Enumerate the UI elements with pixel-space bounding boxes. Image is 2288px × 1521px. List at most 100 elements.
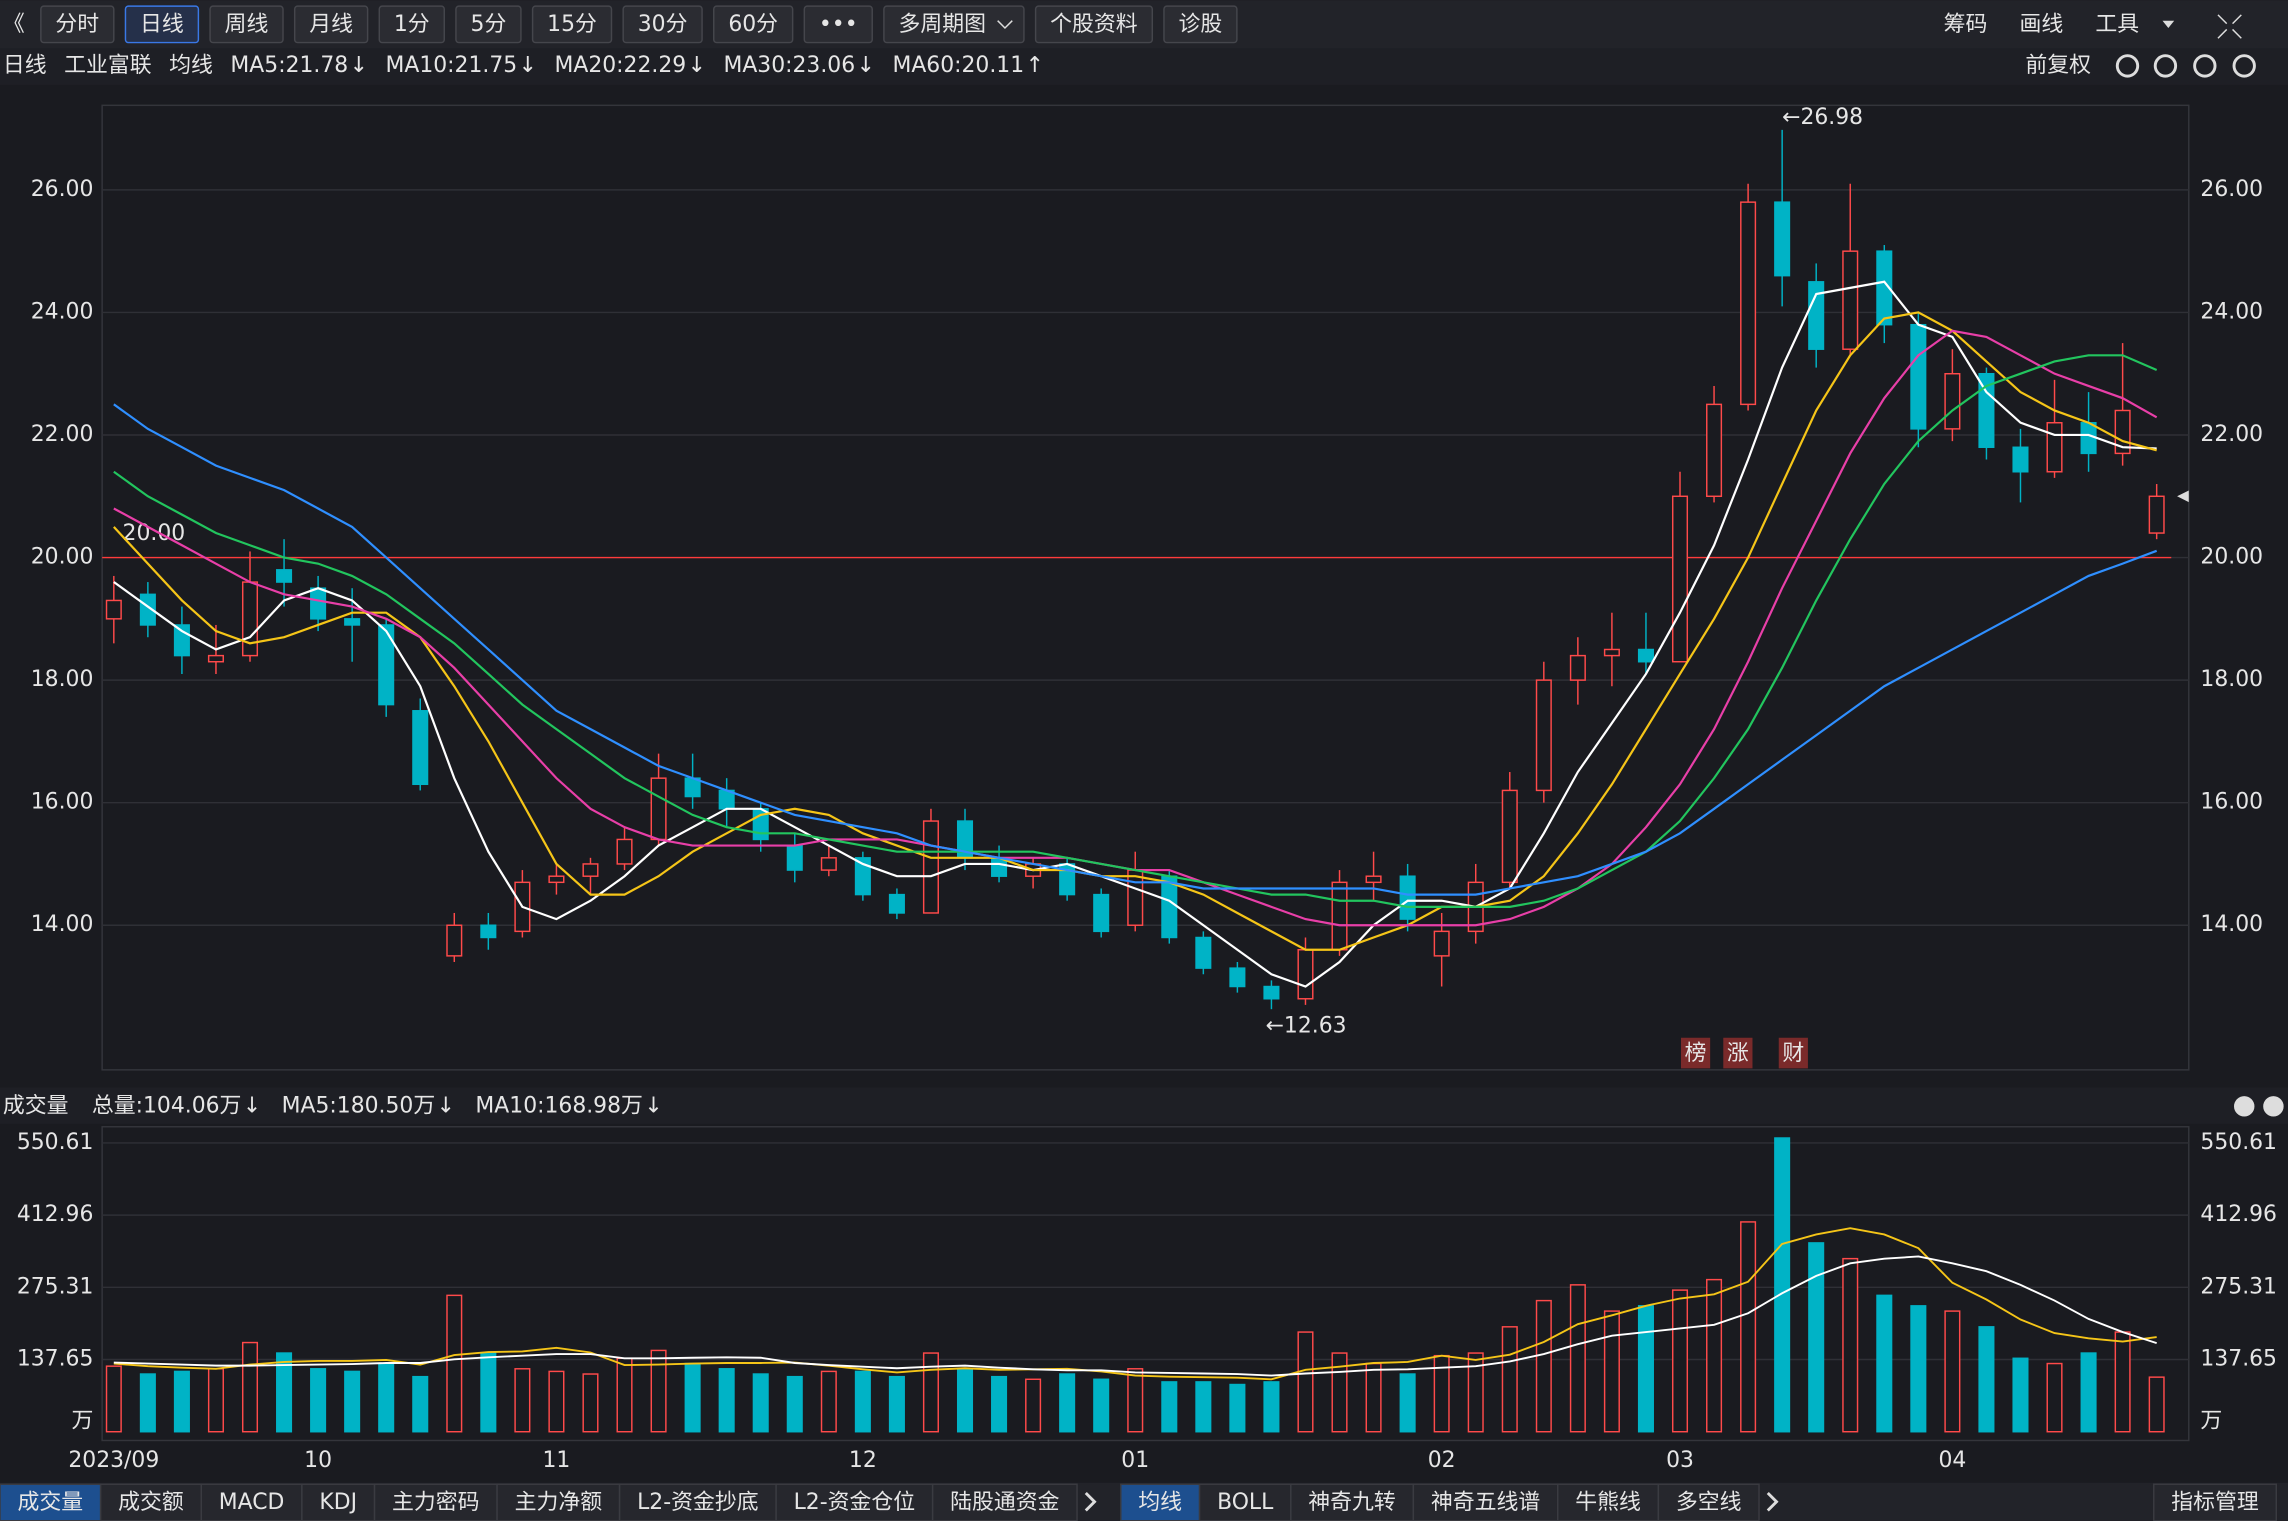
period-button-label[interactable]: 60分 (728, 12, 778, 37)
badge[interactable] (1723, 1037, 1753, 1069)
period-button[interactable] (40, 5, 115, 44)
volume-bar (1501, 1326, 1518, 1433)
overlay-tab[interactable]: 神奇九转 (1308, 1490, 1396, 1515)
period-button-label[interactable]: 诊股 (1179, 12, 1223, 37)
tool-button[interactable]: 筹码 (1944, 12, 1988, 37)
period-button-label[interactable]: ••• (819, 12, 858, 37)
indicator-tab[interactable]: 成交量 (18, 1490, 84, 1515)
back-button[interactable]: 《 (3, 12, 25, 37)
period-button-label[interactable]: 个股资料 (1050, 12, 1138, 37)
period-button[interactable] (531, 5, 613, 44)
badge-label[interactable]: 榜 (1685, 1041, 1707, 1066)
candle-body (480, 924, 497, 939)
period-button-label[interactable]: 分时 (55, 12, 99, 37)
period-button[interactable] (1163, 5, 1238, 44)
x-tick-label: 01 (1121, 1448, 1149, 1473)
period-button[interactable] (378, 5, 445, 44)
indicator-tab-bg[interactable] (618, 1483, 777, 1521)
tool-button[interactable]: 工具 (2095, 12, 2139, 37)
overlay-tab-bg[interactable] (1412, 1483, 1559, 1521)
price-frame (101, 104, 2190, 1071)
indicator-tab[interactable]: 主力密码 (392, 1490, 479, 1515)
period-button[interactable] (293, 5, 369, 44)
badge-label[interactable]: 涨 (1727, 1041, 1749, 1066)
period-button-label[interactable]: 15分 (547, 12, 597, 37)
indicator-tab-bg[interactable] (931, 1483, 1078, 1521)
indicator-tab-bg[interactable] (496, 1483, 621, 1521)
indicator-tab[interactable]: 陆股通资金 (950, 1490, 1059, 1515)
manage-button-bg[interactable] (2153, 1483, 2278, 1521)
overlay-tab[interactable]: BOLL (1217, 1490, 1274, 1515)
overlay-tab-bg[interactable] (1290, 1483, 1415, 1521)
legend-trend: ↓ (437, 1093, 455, 1118)
volume-bar (446, 1294, 463, 1433)
legend-icon[interactable] (2153, 54, 2178, 78)
badge[interactable] (1778, 1037, 1808, 1069)
legend-entry: MA5:21.78 (230, 53, 348, 78)
x-tick-label: 02 (1428, 1448, 1456, 1473)
period-button-label[interactable]: 月线 (309, 12, 353, 37)
x-tick-label: 11 (543, 1448, 571, 1473)
close-icon[interactable] (2234, 1096, 2255, 1117)
period-button[interactable] (1034, 5, 1154, 44)
scroll-arrow[interactable] (1084, 1491, 1097, 1512)
period-button-label[interactable]: 多周期图 (898, 12, 986, 37)
indicator-tab-bg[interactable] (200, 1483, 303, 1521)
y-tick-label: 22.00 (2200, 422, 2263, 447)
period-button-label[interactable]: 日线 (140, 12, 184, 37)
scroll-arrow[interactable] (1766, 1491, 1779, 1512)
volume-bar (1229, 1383, 1246, 1433)
overlay-tab-bg[interactable] (1556, 1483, 1660, 1521)
indicator-tab-bg[interactable] (373, 1483, 498, 1521)
period-button-label[interactable]: 1分 (394, 12, 430, 37)
indicator-tab-bg[interactable] (99, 1483, 203, 1521)
badge-label[interactable]: 财 (1782, 1041, 1804, 1066)
candle-body (1501, 789, 1518, 884)
tool-button[interactable]: 画线 (2019, 12, 2063, 37)
overlay-tab-bg[interactable] (1120, 1483, 1201, 1521)
indicator-tab-bg[interactable] (0, 1483, 102, 1521)
ma-line (113, 311, 2157, 951)
legend-icon[interactable] (2193, 54, 2217, 78)
period-button[interactable] (622, 5, 703, 44)
period-button[interactable] (124, 5, 200, 44)
period-button[interactable] (803, 5, 873, 44)
legend-entry: MA10:21.75 (386, 53, 518, 78)
period-button-label[interactable]: 30分 (638, 12, 688, 37)
indicator-tab[interactable]: MACD (219, 1490, 285, 1515)
fullscreen-icon[interactable] (2217, 14, 2242, 39)
indicator-tab[interactable]: KDJ (319, 1490, 357, 1515)
legend-icon[interactable] (2232, 54, 2256, 78)
badge[interactable] (1680, 1037, 1711, 1069)
indicator-tab[interactable]: 成交额 (118, 1490, 184, 1515)
overlay-tab-bg[interactable] (1657, 1483, 1760, 1521)
candle-body (650, 777, 667, 841)
period-button-label[interactable]: 5分 (471, 12, 507, 37)
indicator-tab[interactable]: L2-资金仓位 (794, 1490, 916, 1515)
volume-bar (1774, 1137, 1791, 1433)
indicator-tab-bg[interactable] (775, 1483, 934, 1521)
period-button[interactable] (455, 5, 522, 44)
legend-icon[interactable] (2115, 54, 2140, 78)
candle-body (241, 581, 259, 657)
period-button[interactable] (883, 5, 1025, 44)
adjust-button[interactable]: 前复权 (2025, 53, 2091, 78)
candle-body (1161, 875, 1178, 939)
close-icon[interactable] (2263, 1096, 2284, 1117)
candle-body (207, 654, 224, 663)
period-button[interactable] (713, 5, 794, 44)
period-button[interactable] (209, 5, 284, 44)
y-tick-label: 412.96 (2200, 1202, 2277, 1227)
overlay-tab[interactable]: 均线 (1138, 1490, 1182, 1515)
period-button-label[interactable]: 周线 (225, 12, 269, 37)
overlay-tab[interactable]: 牛熊线 (1575, 1490, 1641, 1515)
indicator-tab[interactable]: 主力净额 (515, 1490, 603, 1515)
overlay-tab[interactable]: 多空线 (1676, 1490, 1742, 1515)
candle-body (1127, 869, 1144, 926)
indicator-tab[interactable]: L2-资金抄底 (637, 1490, 759, 1515)
candle-body (1842, 250, 1859, 350)
y-tick-label: 22.00 (31, 422, 94, 447)
manage-button[interactable]: 指标管理 (2171, 1490, 2259, 1515)
overlay-tab[interactable]: 神奇五线谱 (1431, 1490, 1540, 1515)
volume-bar (1263, 1381, 1280, 1433)
